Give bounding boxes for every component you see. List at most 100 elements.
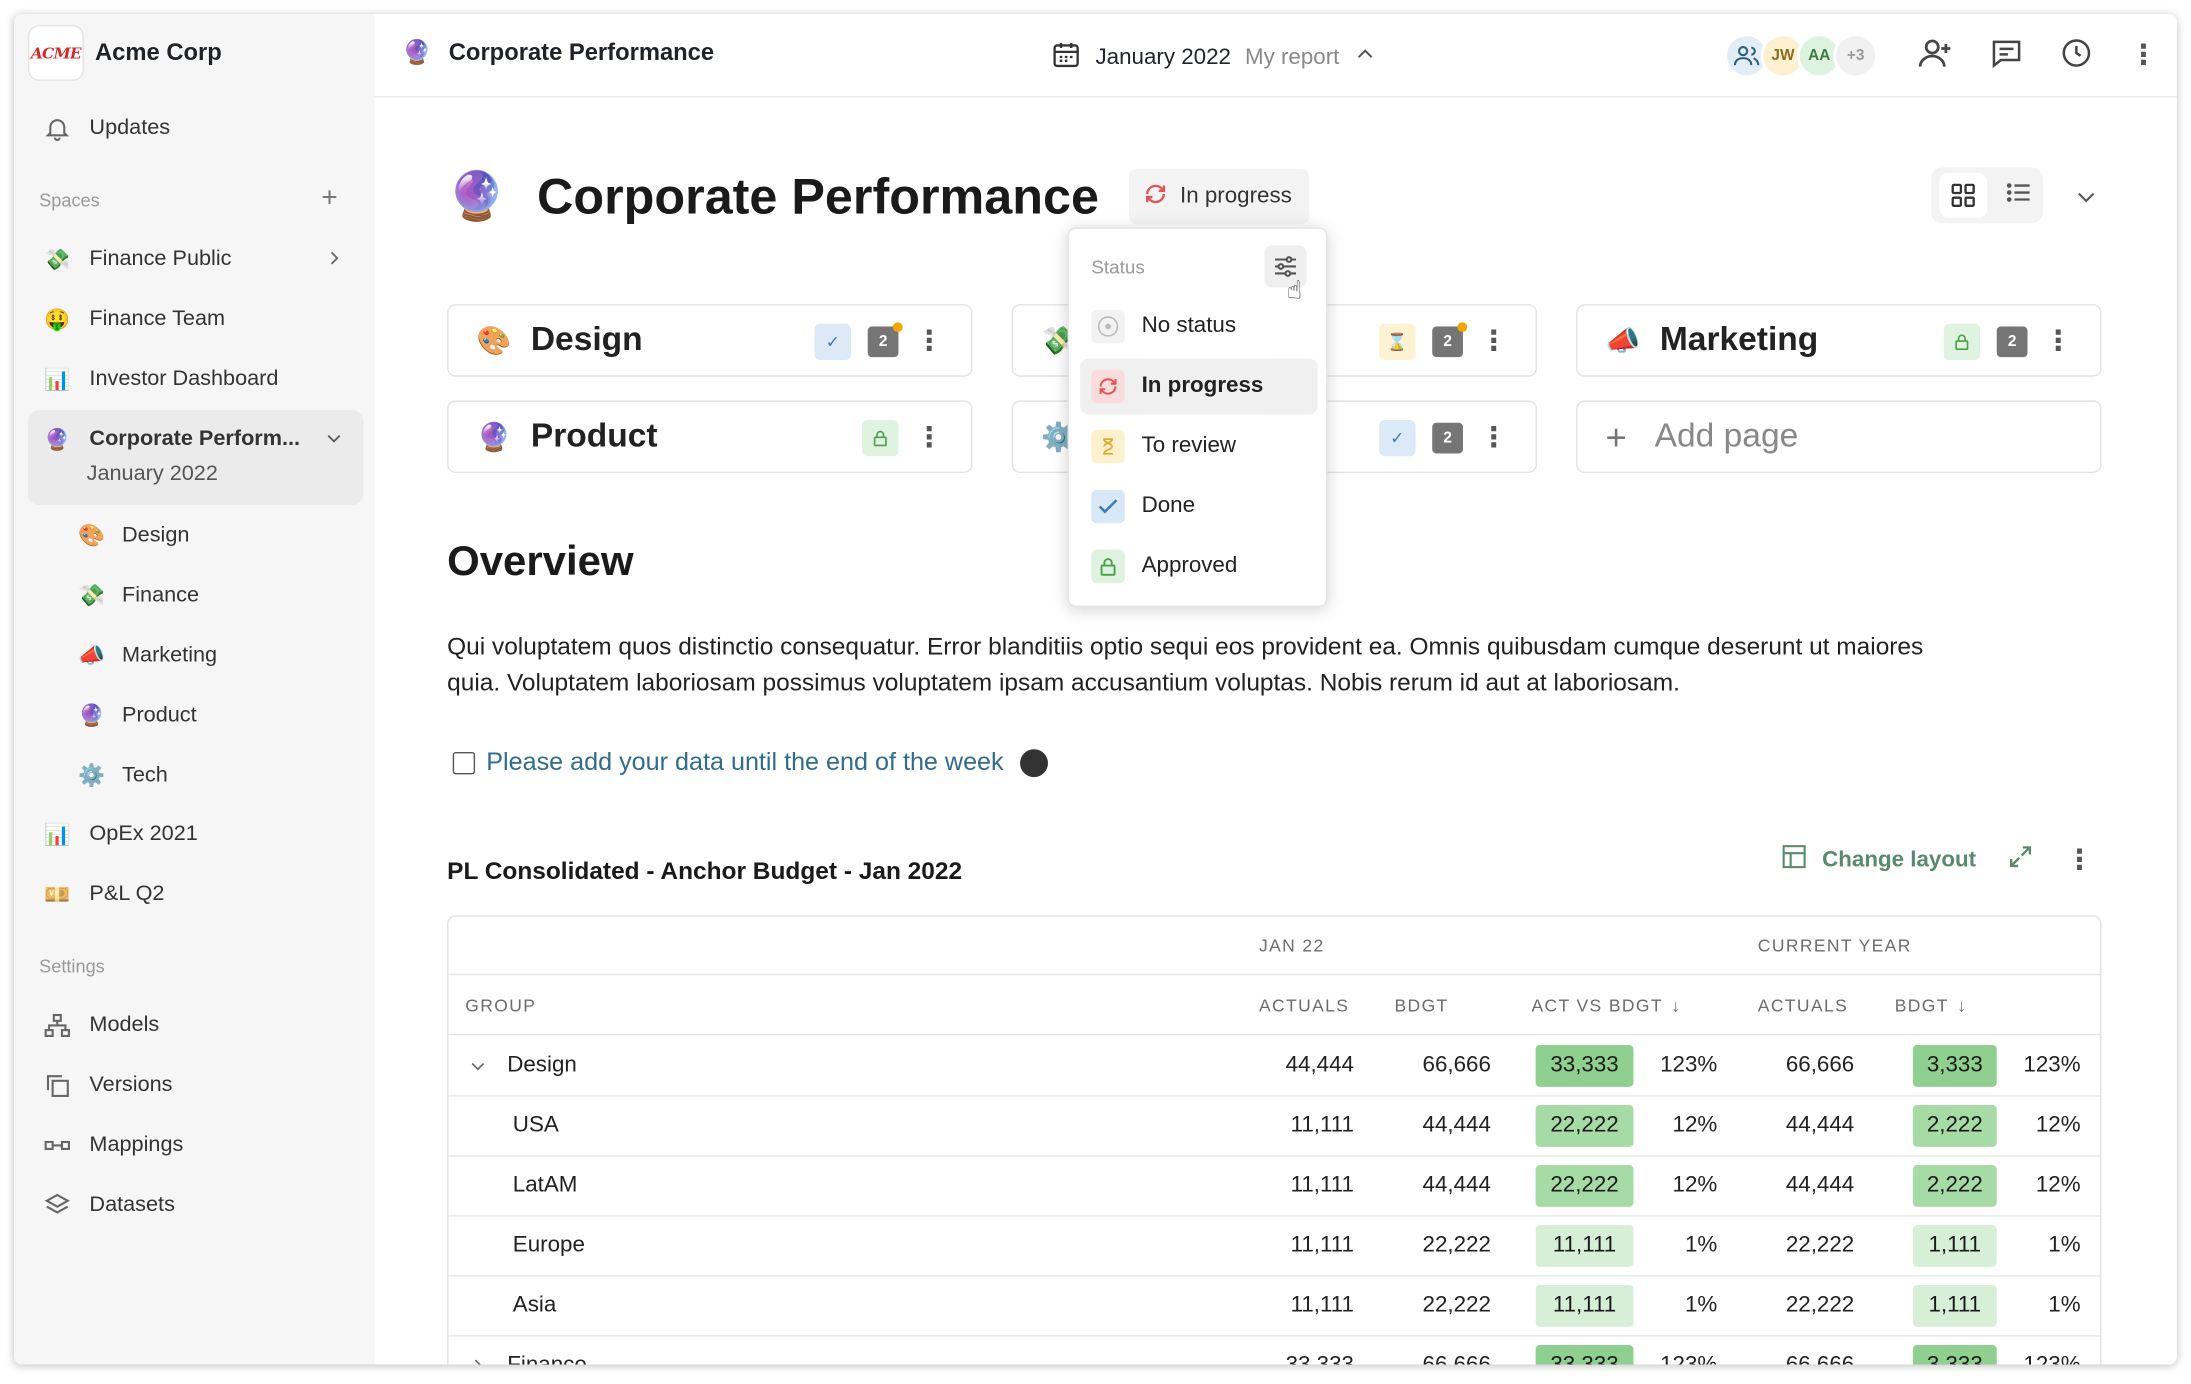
chevron-down-icon[interactable] [468,1056,488,1083]
top-header: 🔮 Corporate Performance January 2022 My … [374,13,2177,98]
link-icon [42,1130,73,1161]
period-selector[interactable]: January 2022 My report [1051,39,1376,77]
card-actions: ✓ 2 ⋮ [1379,419,1508,457]
sidebar-subpage-design[interactable]: 🎨 Design [78,513,189,558]
column-header[interactable]: GROUP [465,996,537,1016]
sidebar-subpage-tech[interactable]: ⚙️ Tech [78,753,168,798]
chevron-down-icon[interactable] [324,428,344,455]
cy-budget-cell: 2,222 [1912,1164,1997,1207]
list-view-icon[interactable] [2004,178,2035,213]
more-vertical-icon[interactable]: ⋮ [915,326,944,358]
divider [448,1275,2101,1277]
table-row[interactable]: Finance33,33366,66633,333123%66,6663,333… [449,1337,2101,1365]
table-row[interactable]: Europe 11,111 22,222 11,111 1% 22,222 1,111 1% [448,1217,2101,1277]
sidebar-item-datasets[interactable]: Datasets [28,1180,363,1230]
table-row[interactable]: LatAM 11,111 44,444 22,222 12% 44,444 2,222 12% [448,1157,2101,1217]
page-card-product[interactable]: 🔮 Product ⋮ [447,400,973,473]
chevron-down-icon[interactable] [2074,184,2099,216]
check-icon[interactable]: ✓ [1379,419,1416,457]
change-layout-button[interactable]: Change layout [1780,843,1976,878]
cy-percent-cell: 123% [2023,1053,2081,1078]
chevron-right-icon[interactable] [324,248,344,275]
todo-text: Please add your data until the end of th… [486,747,1004,776]
filter-settings-icon[interactable] [1264,245,1307,288]
status-option-to-review[interactable]: To review [1080,419,1318,475]
add-user-icon[interactable] [1917,34,1953,77]
period-label: January 2022 [1095,45,1231,70]
budget-cell: 66,666 [1365,1353,1491,1364]
lock-icon[interactable] [862,419,899,457]
header-title: 🔮 Corporate Performance [402,39,714,67]
status-option-no-status[interactable]: No status [1080,299,1318,355]
add-space-button[interactable]: + [321,182,338,214]
comment-icon[interactable] [1990,36,2024,76]
cy-percent-cell: 1% [2048,1233,2081,1258]
sidebar-item-models[interactable]: Models [28,1000,363,1050]
more-vertical-icon[interactable]: ⋮ [2044,326,2073,358]
comment-count[interactable]: 2 [1996,326,2028,358]
todo-item[interactable]: Please add your data until the end of th… [452,747,1049,777]
column-header[interactable]: ACT VS BDGT ↓ [1531,996,1682,1016]
cy-actuals-cell: 22,222 [1785,1233,1855,1258]
page-card-marketing[interactable]: 📣 Marketing 2 ⋮ [1576,304,2102,377]
comment-count[interactable]: 2 [867,322,903,358]
layout-icon [1780,843,1808,878]
arrow-down-icon: ↓ [1671,996,1682,1016]
cy-actuals-cell: 66,666 [1785,1053,1855,1078]
brand[interactable]: ACME Acme Corp [27,25,222,81]
status-option-approved[interactable]: Approved [1080,539,1318,595]
actuals-cell: 11,111 [1290,1293,1354,1318]
sidebar: ACME Acme Corp Updates Spaces + 💸 Financ… [13,13,375,1365]
clock-icon[interactable] [2060,36,2094,76]
todo-checkbox[interactable] [452,751,476,774]
chevron-right-icon[interactable] [468,1356,488,1365]
sidebar-item-investor-dashboard[interactable]: 📊 Investor Dashboard [28,354,363,404]
comment-count[interactable]: 2 [1432,322,1468,358]
overview-heading: Overview [447,538,634,585]
crystal-ball-icon: 🔮 [476,422,512,453]
check-icon[interactable]: ✓ [814,323,851,360]
column-header[interactable]: BDGT [1394,996,1449,1016]
column-header[interactable]: ACTUALS [1258,996,1350,1016]
table-row[interactable]: Asia 11,111 22,222 11,111 1% 22,222 1,111 1% [448,1277,2101,1337]
page-card-design[interactable]: 🎨 Design ✓ 2 ⋮ [447,304,973,377]
status-option-done[interactable]: Done [1080,479,1318,535]
status-dropdown: Status ☝ No status In progress To review… [1067,227,1328,607]
column-header[interactable]: ACTUALS [1757,996,1849,1016]
sidebar-subpage-product[interactable]: 🔮 Product [78,693,196,738]
sidebar-item-versions[interactable]: Versions [28,1060,363,1110]
sidebar-subpage-finance[interactable]: 💸 Finance [78,573,199,618]
more-vertical-icon[interactable]: ⋮ [2065,844,2094,876]
table-row[interactable]: Design 44,444 66,666 33,333 123% 66,666 3,333 1… [448,1037,2101,1097]
chevron-up-icon[interactable] [1353,43,1375,72]
collaborators[interactable]: JW AA +3 [1724,33,1878,79]
banknote-icon: 💴 [44,883,71,907]
more-vertical-icon[interactable]: ⋮ [915,422,944,454]
comment-count[interactable]: 2 [1432,422,1463,454]
status-option-in-progress[interactable]: In progress [1080,358,1318,415]
grid-view-icon[interactable] [1939,173,1987,218]
table-row[interactable]: USA 11,111 44,444 22,222 12% 44,444 2,222 12% [448,1097,2101,1157]
more-vertical-icon[interactable]: ⋮ [1479,422,1508,454]
hourglass-icon[interactable]: ⌛ [1379,323,1416,360]
sidebar-item-mappings[interactable]: Mappings [28,1120,363,1170]
status-badge[interactable]: In progress [1129,168,1309,225]
more-vertical-icon[interactable]: ⋮ [2129,40,2158,72]
sidebar-item-pl-q2[interactable]: 💴 P&L Q2 [28,869,363,919]
sidebar-item-corporate-performance[interactable]: 🔮 Corporate Perform... [28,414,363,464]
add-page-button[interactable]: + Add page [1576,400,2102,473]
column-header[interactable]: BDGT ↓ [1894,996,1968,1016]
budget-cell: 22,222 [1422,1293,1491,1318]
sidebar-item-finance-public[interactable]: 💸 Finance Public [28,234,363,284]
expand-icon[interactable] [2007,843,2035,878]
sidebar-item-updates[interactable]: Updates [28,103,363,153]
lock-icon[interactable] [1943,323,1980,360]
card-actions: 2 ⋮ [1943,323,2073,360]
divider [448,1033,2101,1036]
sidebar-item-opex-2021[interactable]: 📊 OpEx 2021 [28,809,363,859]
avatar: JW [1760,33,1806,79]
more-vertical-icon[interactable]: ⋮ [1479,326,1508,358]
sidebar-item-finance-team[interactable]: 🤑 Finance Team [28,294,363,344]
lock-icon [1091,549,1125,584]
sidebar-subpage-marketing[interactable]: 📣 Marketing [78,633,217,678]
